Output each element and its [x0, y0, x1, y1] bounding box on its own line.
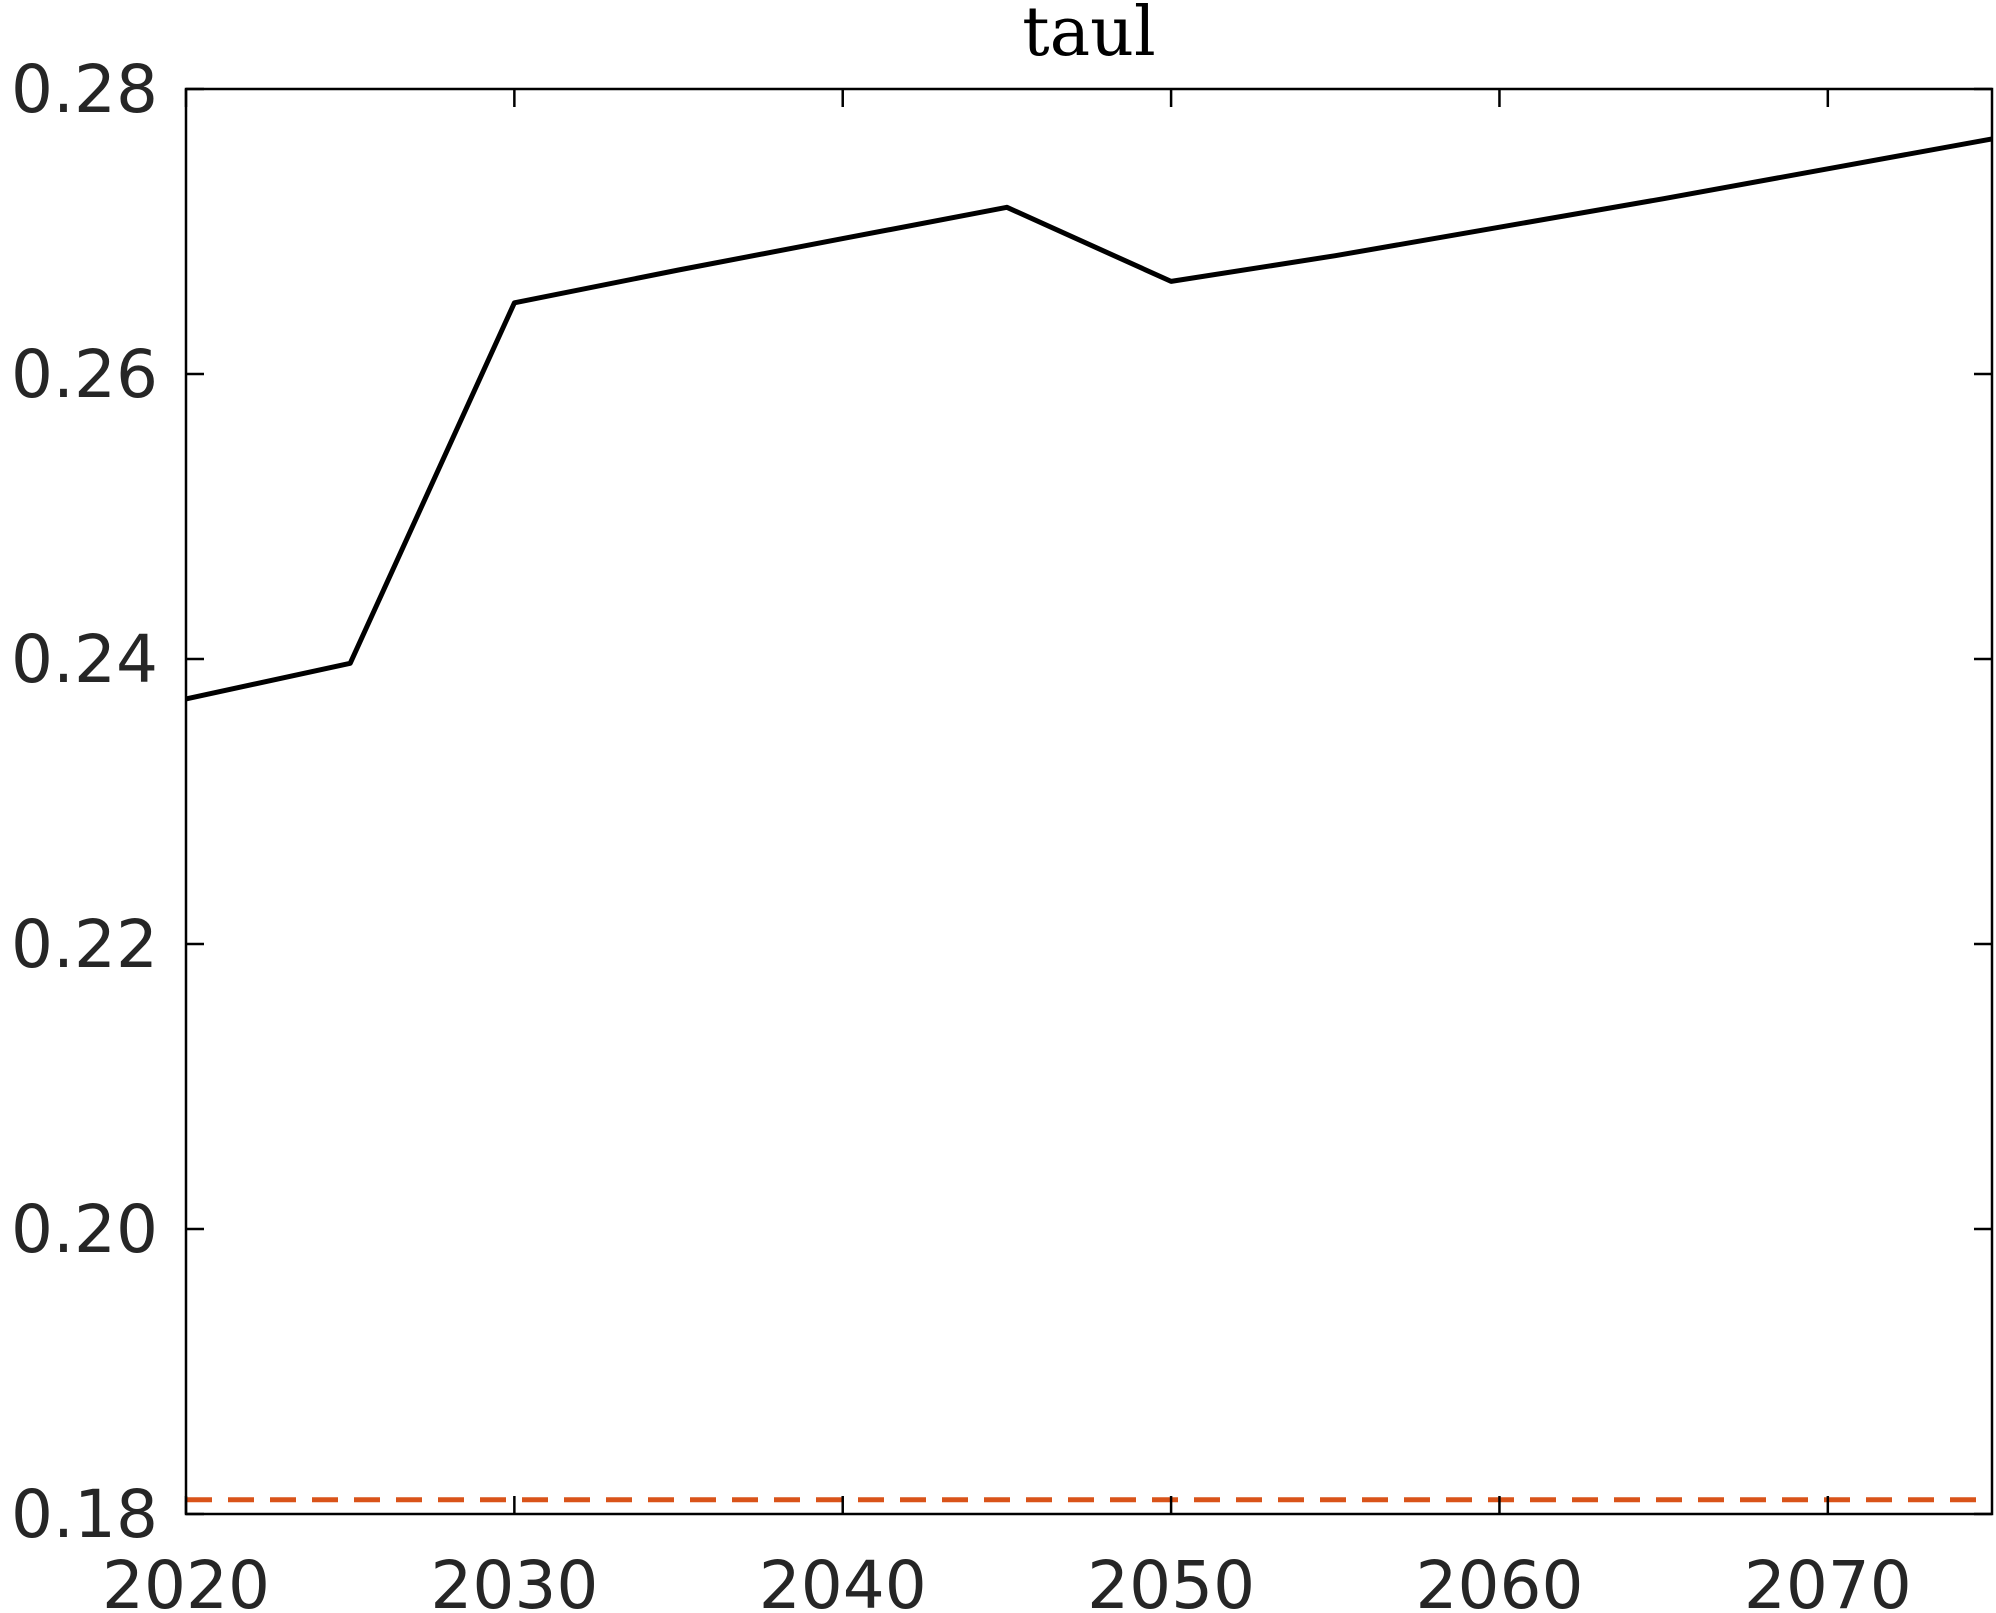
plot-frame — [184, 87, 1994, 1516]
y-tick-label: 0.22 — [11, 906, 158, 983]
y-tick-label: 0.18 — [11, 1476, 158, 1553]
y-tick-label: 0.26 — [11, 336, 158, 413]
x-tick-label: 2060 — [1415, 1547, 1583, 1613]
y-tick-label: 0.28 — [11, 51, 158, 128]
x-tick-label: 2050 — [1087, 1547, 1255, 1613]
series-line — [185, 136, 1993, 702]
y-tick-label: 0.24 — [11, 621, 158, 698]
x-tick-label: 2070 — [1744, 1547, 1912, 1613]
y-tick-label: 0.20 — [11, 1191, 158, 1268]
chart-title: taul — [1022, 0, 1155, 72]
tick-layer: 2020 2030 2040 2050 2060 2070 0.18 0.20 0.22 0.24… — [11, 51, 1992, 1613]
series-layer — [185, 136, 1993, 1503]
x-tick-label: 2020 — [102, 1547, 270, 1613]
x-tick-label: 2040 — [759, 1547, 927, 1613]
x-tick-label: 2030 — [430, 1547, 598, 1613]
plot-background — [186, 89, 1992, 1514]
